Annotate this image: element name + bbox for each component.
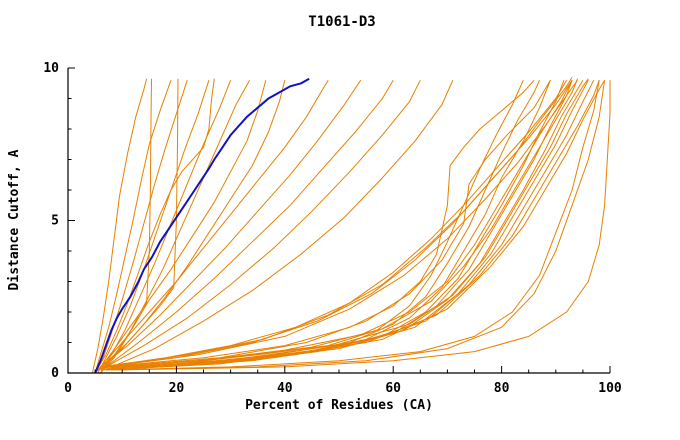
- model-curve: [94, 78, 179, 374]
- model-curve: [100, 80, 267, 374]
- y-tick-label: 5: [51, 214, 59, 229]
- model-curve: [105, 79, 535, 368]
- chart-title: T1061-D3: [308, 14, 375, 30]
- model-curve: [105, 80, 551, 371]
- model-curve: [94, 80, 172, 374]
- x-tick-label: 60: [385, 381, 401, 396]
- model-curve: [100, 79, 524, 371]
- x-tick-label: 80: [494, 381, 510, 396]
- model-curve: [100, 79, 362, 368]
- x-tick-label: 20: [169, 381, 185, 396]
- y-tick-label: 10: [43, 61, 59, 76]
- model-curve: [111, 79, 551, 368]
- x-tick-label: 100: [598, 381, 622, 396]
- y-tick-label: 0: [51, 366, 59, 381]
- model-curve: [111, 80, 600, 371]
- plot-layer: 0 20 40 60 80 100 0 5 10: [43, 61, 622, 396]
- model-curve: [91, 78, 148, 374]
- model-curve: [94, 80, 188, 374]
- model-curve: [111, 79, 454, 368]
- x-tick-label: 40: [277, 381, 293, 396]
- model-curve: [111, 78, 589, 369]
- highlighted-model-curve: [94, 77, 310, 374]
- model-curve: [105, 78, 578, 369]
- model-curve: [100, 80, 286, 371]
- model-curve: [100, 80, 232, 374]
- model-curve: [105, 79, 421, 368]
- model-curve: [94, 78, 152, 374]
- model-curve: [105, 79, 394, 368]
- model-curve: [105, 79, 573, 368]
- model-curve: [116, 80, 606, 371]
- model-curve: [94, 78, 215, 374]
- x-axis-label: Percent of Residues (CA): [245, 398, 433, 413]
- model-curve: [100, 79, 329, 368]
- y-axis-label: Distance Cutoff, A: [7, 149, 22, 290]
- x-tick-label: 0: [64, 381, 72, 396]
- model-curve: [100, 79, 540, 371]
- model-curve: [100, 79, 251, 374]
- model-curve: [122, 80, 611, 371]
- model-curve: [100, 76, 573, 368]
- model-curve: [97, 80, 210, 374]
- model-curve: [116, 80, 600, 371]
- model-curve: [116, 79, 606, 371]
